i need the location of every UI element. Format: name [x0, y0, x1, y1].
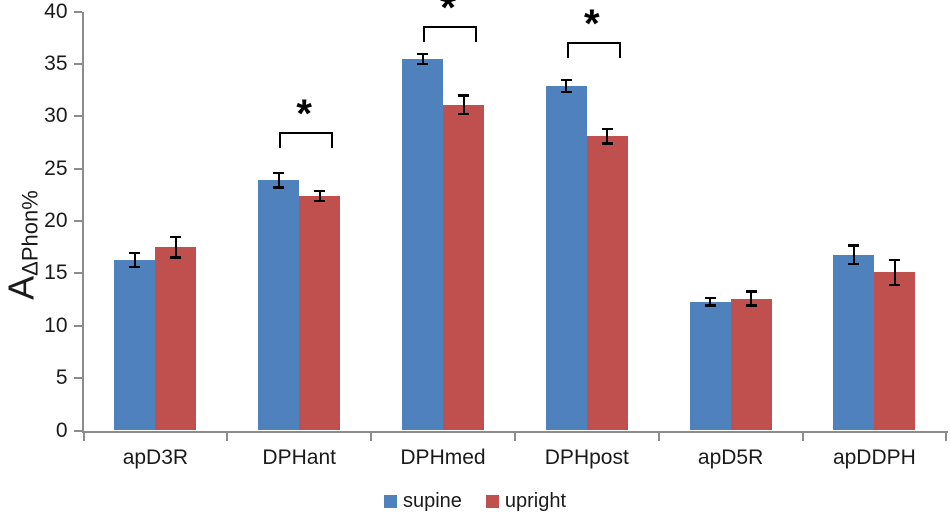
legend-label-upright: upright — [504, 490, 567, 512]
error-bar-cap-bottom — [601, 142, 613, 145]
x-tick-label: DPHant — [262, 446, 336, 469]
y-tick-label: 25 — [44, 156, 68, 180]
error-bar-cap-bottom — [560, 90, 572, 94]
bar-supine-DPHpost — [545, 86, 587, 431]
error-bar-cap-top — [129, 251, 141, 254]
x-tick-label: apD5R — [697, 446, 764, 469]
legend: supine upright — [0, 491, 950, 511]
bar-upright-DPHant — [299, 196, 341, 431]
error-bar-cap-bottom — [170, 256, 182, 259]
legend-swatch-supine — [383, 494, 397, 508]
y-tick-mark — [73, 377, 82, 380]
error-bar-cap-bottom — [889, 283, 901, 287]
error-bar-cap-bottom — [848, 262, 860, 266]
y-tick-mark — [73, 167, 82, 170]
error-bar-cap-top — [889, 258, 901, 262]
y-tick-mark — [73, 272, 82, 275]
bar-upright-DPHmed — [443, 104, 484, 431]
y-tick-label: 40 — [44, 0, 68, 23]
x-tick-mark — [82, 432, 85, 441]
error-bar-line — [462, 94, 465, 116]
x-tick-mark — [226, 432, 229, 441]
error-bar-line — [277, 171, 280, 189]
x-tick-mark — [370, 432, 373, 441]
x-tick-mark — [513, 432, 516, 441]
significance-asterisk-DPHmed: * — [440, 0, 456, 30]
y-tick-label: 0 — [55, 418, 68, 442]
error-bar-cap-bottom — [458, 112, 469, 116]
error-bar-cap-top — [417, 52, 428, 56]
y-tick-mark — [73, 115, 82, 118]
bar-upright-apD3R — [155, 247, 197, 431]
legend-item-supine: supine — [383, 490, 462, 512]
y-tick-label: 30 — [44, 104, 68, 128]
error-bar-cap-bottom — [745, 304, 757, 307]
error-bar-cap-bottom — [273, 186, 285, 189]
significance-bracket-DPHant — [279, 132, 334, 148]
error-bar-line — [750, 290, 753, 307]
significance-asterisk-DPHant: * — [296, 92, 312, 136]
error-bar-cap-top — [848, 244, 860, 247]
error-bar-cap-top — [704, 296, 716, 300]
y-tick-label: 20 — [44, 209, 68, 233]
x-tick-mark — [657, 432, 660, 441]
error-bar-cap-top — [170, 235, 182, 239]
y-tick-mark — [73, 324, 82, 327]
significance-asterisk-DPHpost: * — [584, 2, 600, 46]
x-tick-label: apD3R — [122, 446, 189, 469]
x-tick-label: DPHpost — [544, 446, 629, 469]
bar-upright-DPHpost — [586, 136, 628, 431]
error-bar-cap-top — [273, 171, 285, 175]
error-bar-line — [318, 189, 321, 203]
x-axis-line — [81, 430, 949, 433]
y-tick-label: 5 — [55, 366, 68, 390]
significance-bracket-DPHmed — [423, 26, 477, 42]
y-axis-line — [81, 11, 84, 433]
bar-supine-apD3R — [114, 259, 156, 431]
error-bar-cap-top — [458, 94, 469, 97]
x-tick-mark — [945, 432, 948, 441]
x-tick-label: DPHmed — [400, 446, 486, 469]
error-bar-line — [421, 52, 424, 66]
error-bar-line — [893, 258, 896, 287]
x-tick-mark — [801, 432, 804, 441]
y-tick-mark — [73, 429, 82, 432]
y-tick-label: 15 — [44, 261, 68, 285]
legend-label-supine: supine — [402, 490, 462, 512]
error-bar-line — [852, 244, 855, 266]
bar-supine-apD5R — [689, 301, 731, 431]
error-bar-cap-bottom — [314, 199, 326, 203]
y-tick-mark — [73, 10, 82, 13]
y-tick-label: 35 — [44, 52, 68, 76]
error-bar-line — [709, 296, 712, 307]
bar-supine-DPHant — [258, 180, 300, 431]
error-bar-cap-top — [560, 78, 572, 82]
error-bar-cap-bottom — [704, 304, 716, 307]
error-bar-line — [565, 78, 568, 94]
error-bar-line — [606, 127, 609, 145]
error-bar-line — [174, 235, 177, 259]
legend-swatch-upright — [485, 494, 499, 508]
error-bar-cap-top — [314, 189, 326, 193]
error-bar-cap-bottom — [417, 62, 428, 66]
bar-upright-apDDPH — [874, 272, 916, 431]
error-bar-cap-bottom — [129, 265, 141, 269]
bar-supine-DPHmed — [402, 58, 443, 431]
x-tick-label: apDDPH — [832, 446, 916, 469]
error-bar-cap-top — [745, 290, 757, 293]
y-tick-label: 10 — [44, 313, 68, 337]
y-tick-mark — [73, 220, 82, 223]
significance-bracket-DPHpost — [566, 42, 621, 58]
error-bar-cap-top — [601, 127, 613, 131]
bar-supine-apDDPH — [833, 254, 875, 431]
bar-upright-apD5R — [730, 298, 772, 431]
legend-item-upright: upright — [485, 490, 567, 512]
y-tick-mark — [73, 63, 82, 66]
error-bar-line — [133, 251, 136, 269]
